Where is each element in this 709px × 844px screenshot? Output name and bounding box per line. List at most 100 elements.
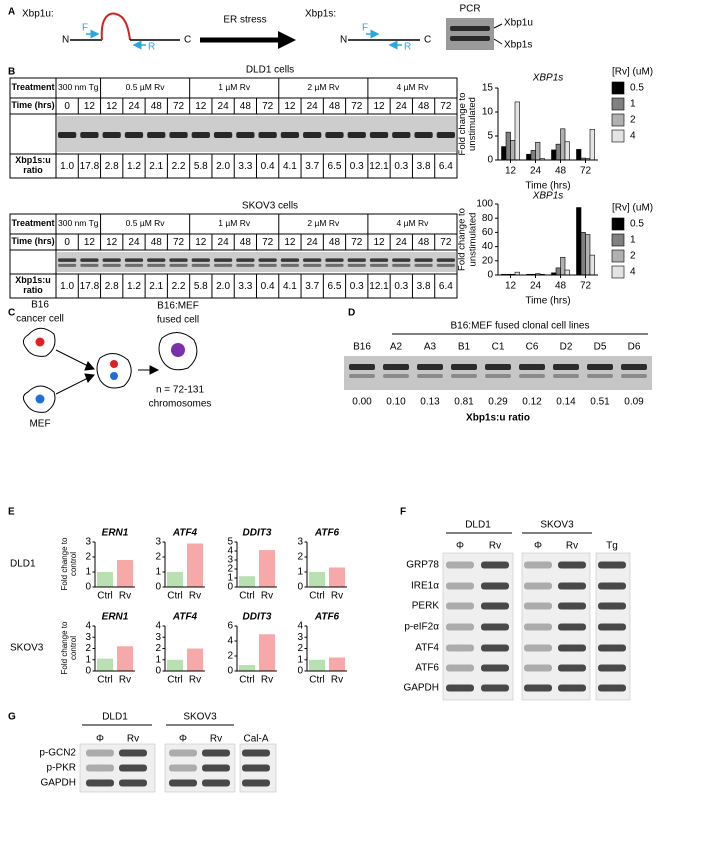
y-axis-label-box: Fold change to control xyxy=(60,622,78,675)
y-tick-label: 15 xyxy=(482,83,494,94)
chart-title: XBP1s xyxy=(532,191,564,202)
treatment-label-box: 300 nm Tg xyxy=(58,83,98,92)
row-label-box: Time (hrs) xyxy=(11,100,54,110)
y-tick-label: 3 xyxy=(297,632,303,643)
group-label: SKOV3 xyxy=(183,712,217,723)
ratio-value: 17.8 xyxy=(80,281,100,292)
panel-label: F xyxy=(400,507,406,518)
x-tick-label: Rv xyxy=(261,591,273,602)
blot-band xyxy=(481,664,509,672)
cell-label: cancer cell xyxy=(16,314,64,325)
time-label: 0 xyxy=(64,101,70,112)
panel-label: G xyxy=(8,712,16,723)
group-label: SKOV3 xyxy=(540,520,574,531)
legend-title: [Rv] (uM) xyxy=(612,67,653,78)
time-label: 48 xyxy=(418,101,430,112)
y-tick-label: 4 xyxy=(227,636,233,647)
x-tick-label: 48 xyxy=(555,281,567,292)
blot-band xyxy=(558,582,586,590)
blot-band xyxy=(446,561,474,569)
row-label: Treatment xyxy=(11,218,55,229)
y-tick-label: 0 xyxy=(487,155,493,166)
bar xyxy=(187,648,203,671)
lane-label: Rv xyxy=(127,734,139,745)
gel-band xyxy=(436,263,455,267)
bar xyxy=(589,128,595,161)
blot-band xyxy=(524,561,552,569)
gel-band xyxy=(519,364,545,370)
x-tick-label: Ctrl xyxy=(239,591,255,602)
gel-band xyxy=(587,364,613,370)
x-tick-label: Ctrl xyxy=(97,591,113,602)
y-tick-label: 2 xyxy=(227,651,233,662)
time-label: 72 xyxy=(440,237,452,248)
time-label: 12 xyxy=(195,237,207,248)
ratio-value: 0.29 xyxy=(488,397,508,408)
y-tick-label: 3 xyxy=(85,537,91,548)
y-tick-label: 1 xyxy=(85,567,91,578)
lane-label: Rv xyxy=(566,541,578,552)
time-label: 24 xyxy=(128,101,140,112)
gel-band xyxy=(383,364,409,370)
gel-band xyxy=(236,263,255,267)
x-tick-label: Ctrl xyxy=(167,675,183,686)
protein-label: GAPDH xyxy=(403,683,439,694)
row-label: Time (hrs) xyxy=(11,236,55,247)
bar xyxy=(167,659,183,671)
bar xyxy=(309,659,325,671)
table-title: SKOV3 cells xyxy=(242,201,298,212)
lane-label: Rv xyxy=(489,541,501,552)
gel-band xyxy=(236,132,255,138)
panel-label: D xyxy=(348,308,355,319)
blot-band xyxy=(446,644,474,652)
bar xyxy=(117,560,133,587)
bar xyxy=(239,576,255,587)
gel-band xyxy=(553,374,579,378)
gel-band xyxy=(485,364,511,370)
time-label: 48 xyxy=(240,237,252,248)
gel-band xyxy=(80,132,99,138)
bar xyxy=(97,658,113,671)
gel-band xyxy=(369,258,389,262)
y-tick-label: 2 xyxy=(85,643,91,654)
bar xyxy=(564,141,570,161)
protein-label: ATF6 xyxy=(415,663,439,674)
time-label: 12 xyxy=(84,101,96,112)
time-label: 48 xyxy=(329,101,341,112)
terminus: N xyxy=(62,35,69,46)
blot-band xyxy=(86,764,114,772)
legend-swatch xyxy=(611,97,625,111)
blot-band xyxy=(481,644,509,652)
blot-band xyxy=(242,764,270,772)
blot-band xyxy=(598,561,626,569)
y-axis-label-box: Fold change to control xyxy=(60,538,78,591)
ratio-value: 5.8 xyxy=(194,281,208,292)
lane-label: A3 xyxy=(424,342,437,353)
gel-band xyxy=(347,258,366,262)
treatment-label-box: 4 µM Rv xyxy=(397,83,429,92)
blot-band xyxy=(242,779,270,787)
blot-band xyxy=(119,779,147,787)
ratio-value: 0.13 xyxy=(420,397,440,408)
gel-band xyxy=(213,258,233,262)
y-tick-label: 0 xyxy=(297,666,303,677)
ratio-value: 0.10 xyxy=(386,397,406,408)
bar xyxy=(97,572,113,587)
blot-band xyxy=(242,749,270,757)
y-tick-label: 2 xyxy=(297,552,303,563)
gel-band xyxy=(124,132,144,138)
bar xyxy=(510,140,516,161)
bar xyxy=(187,543,203,587)
ratio-value: 2.0 xyxy=(216,161,230,172)
ratio-value: 0.3 xyxy=(350,161,364,172)
y-tick-label: 40 xyxy=(482,241,494,252)
lane-label: Tg xyxy=(606,541,618,552)
blot-band xyxy=(558,684,586,692)
gel-band xyxy=(102,132,121,138)
treatment-label-box: 300 nm Tg xyxy=(58,219,98,228)
ratio-value: 6.5 xyxy=(328,281,342,292)
bar xyxy=(560,256,566,276)
gel-band xyxy=(519,374,545,378)
y-tick-label: 4 xyxy=(227,546,233,557)
